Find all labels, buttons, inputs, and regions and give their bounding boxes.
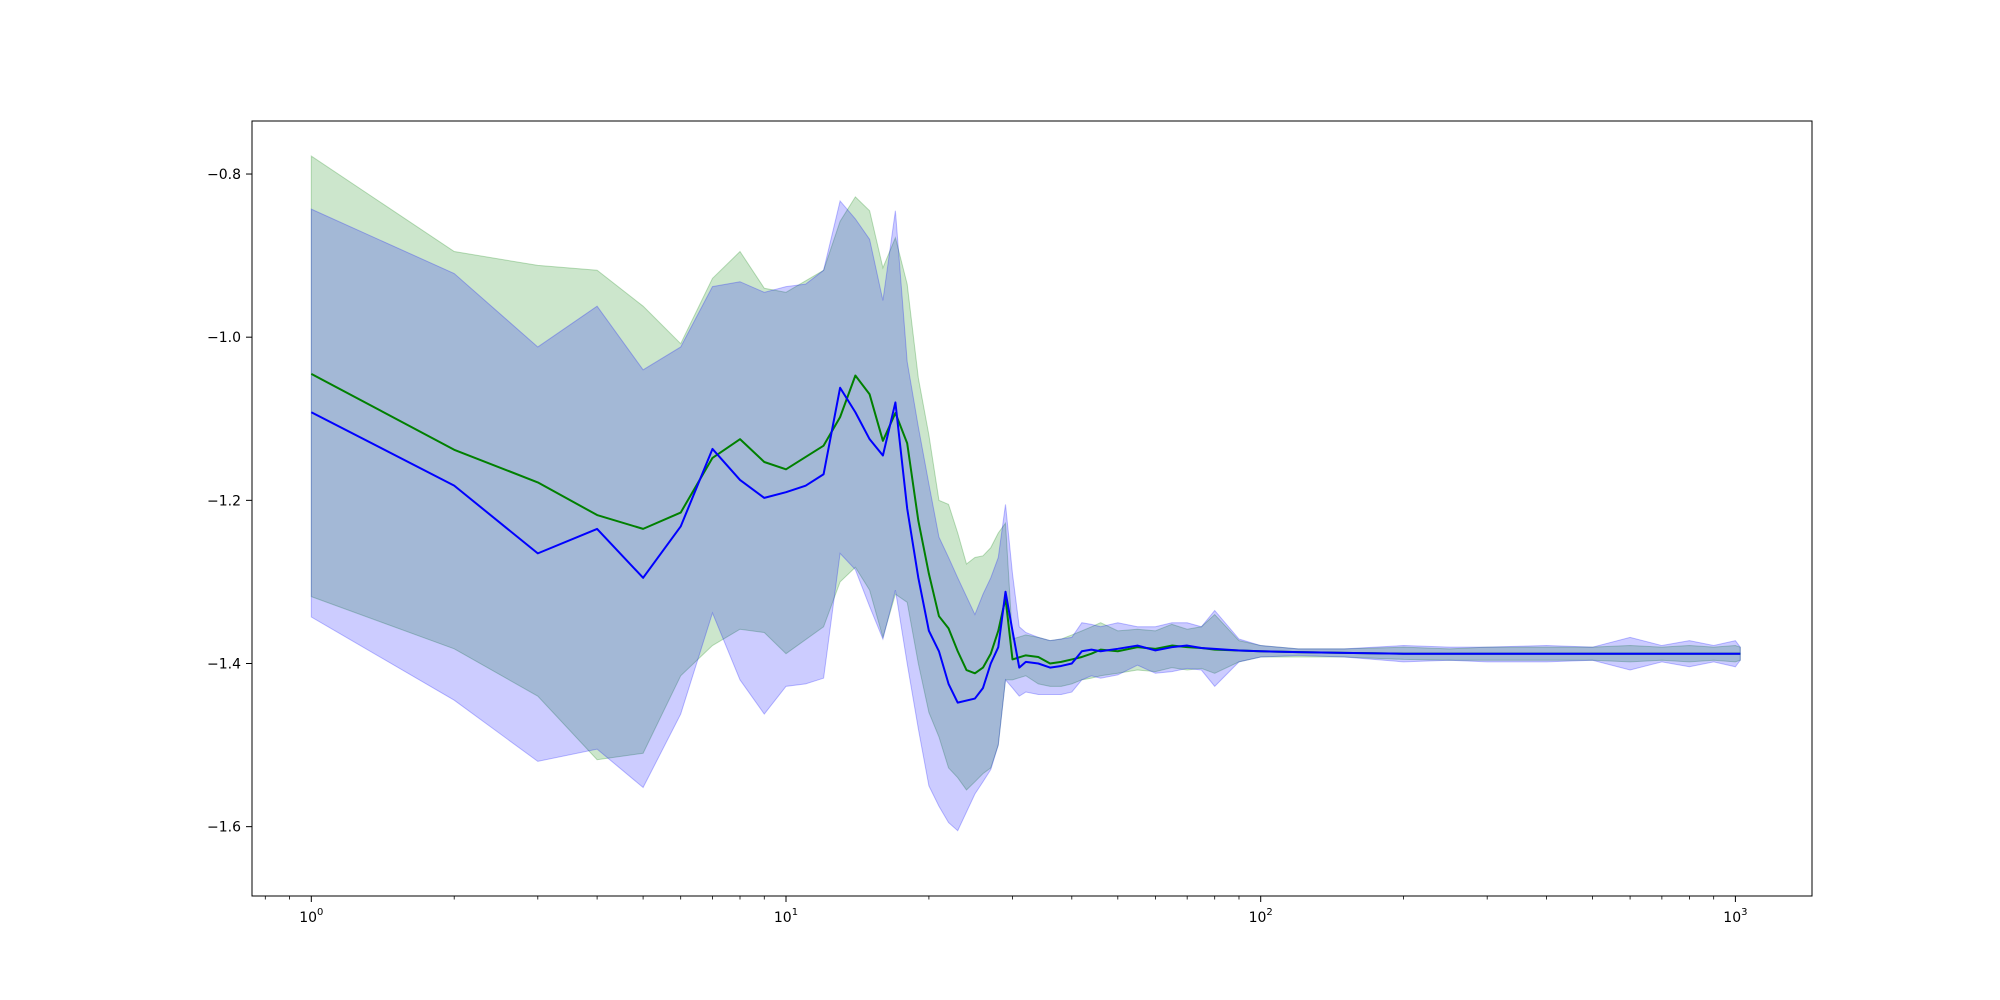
y-tick-label-4: −1.6: [207, 820, 241, 836]
x-tick-label-2: 102: [1249, 907, 1273, 926]
series-lines: [310, 373, 1741, 704]
band-series-2: [310, 199, 1741, 832]
x-axis: 100 101 102 103: [264, 896, 1748, 926]
x-tick-label-3: 103: [1723, 907, 1747, 926]
x-tick-label-0: 100: [299, 907, 323, 926]
y-tick-label-2: −1.2: [207, 493, 241, 509]
y-axis: −0.8 −1.0 −1.2 −1.4 −1.6: [207, 167, 252, 836]
confidence-bands: [310, 155, 1741, 832]
plot-area-frame: [251, 120, 1813, 897]
band-series-1: [310, 155, 1741, 791]
line-series-2: [310, 386, 1741, 704]
y-tick-label-0: −0.8: [207, 167, 241, 183]
x-tick-label-1: 101: [774, 907, 798, 926]
y-tick-label-1: −1.0: [207, 330, 241, 346]
y-tick-label-3: −1.4: [207, 657, 241, 673]
